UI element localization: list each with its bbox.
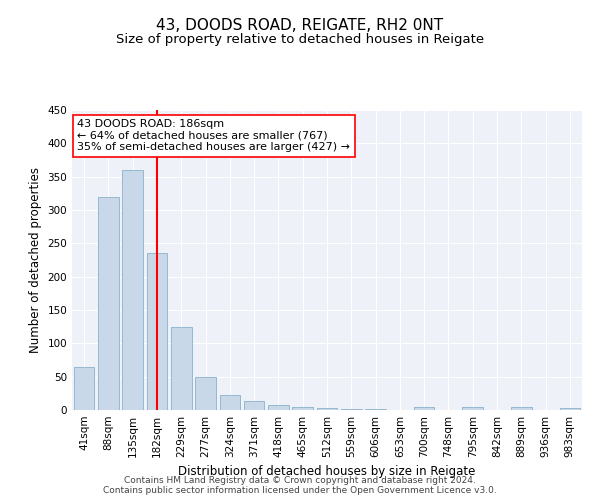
Bar	[317, 408, 337, 410]
Bar	[560, 408, 580, 410]
Bar	[511, 406, 532, 410]
Bar	[98, 196, 119, 410]
Bar	[171, 326, 191, 410]
Bar	[220, 396, 240, 410]
Bar	[122, 170, 143, 410]
Bar	[463, 406, 483, 410]
Bar	[292, 406, 313, 410]
Bar	[268, 404, 289, 410]
Bar	[146, 254, 167, 410]
Y-axis label: Number of detached properties: Number of detached properties	[29, 167, 42, 353]
Text: Contains HM Land Registry data © Crown copyright and database right 2024.
Contai: Contains HM Land Registry data © Crown c…	[103, 476, 497, 495]
Text: 43 DOODS ROAD: 186sqm
← 64% of detached houses are smaller (767)
35% of semi-det: 43 DOODS ROAD: 186sqm ← 64% of detached …	[77, 119, 350, 152]
Text: Size of property relative to detached houses in Reigate: Size of property relative to detached ho…	[116, 32, 484, 46]
Bar	[414, 406, 434, 410]
X-axis label: Distribution of detached houses by size in Reigate: Distribution of detached houses by size …	[178, 466, 476, 478]
Bar	[195, 376, 216, 410]
Text: 43, DOODS ROAD, REIGATE, RH2 0NT: 43, DOODS ROAD, REIGATE, RH2 0NT	[157, 18, 443, 32]
Bar	[244, 402, 265, 410]
Bar	[74, 366, 94, 410]
